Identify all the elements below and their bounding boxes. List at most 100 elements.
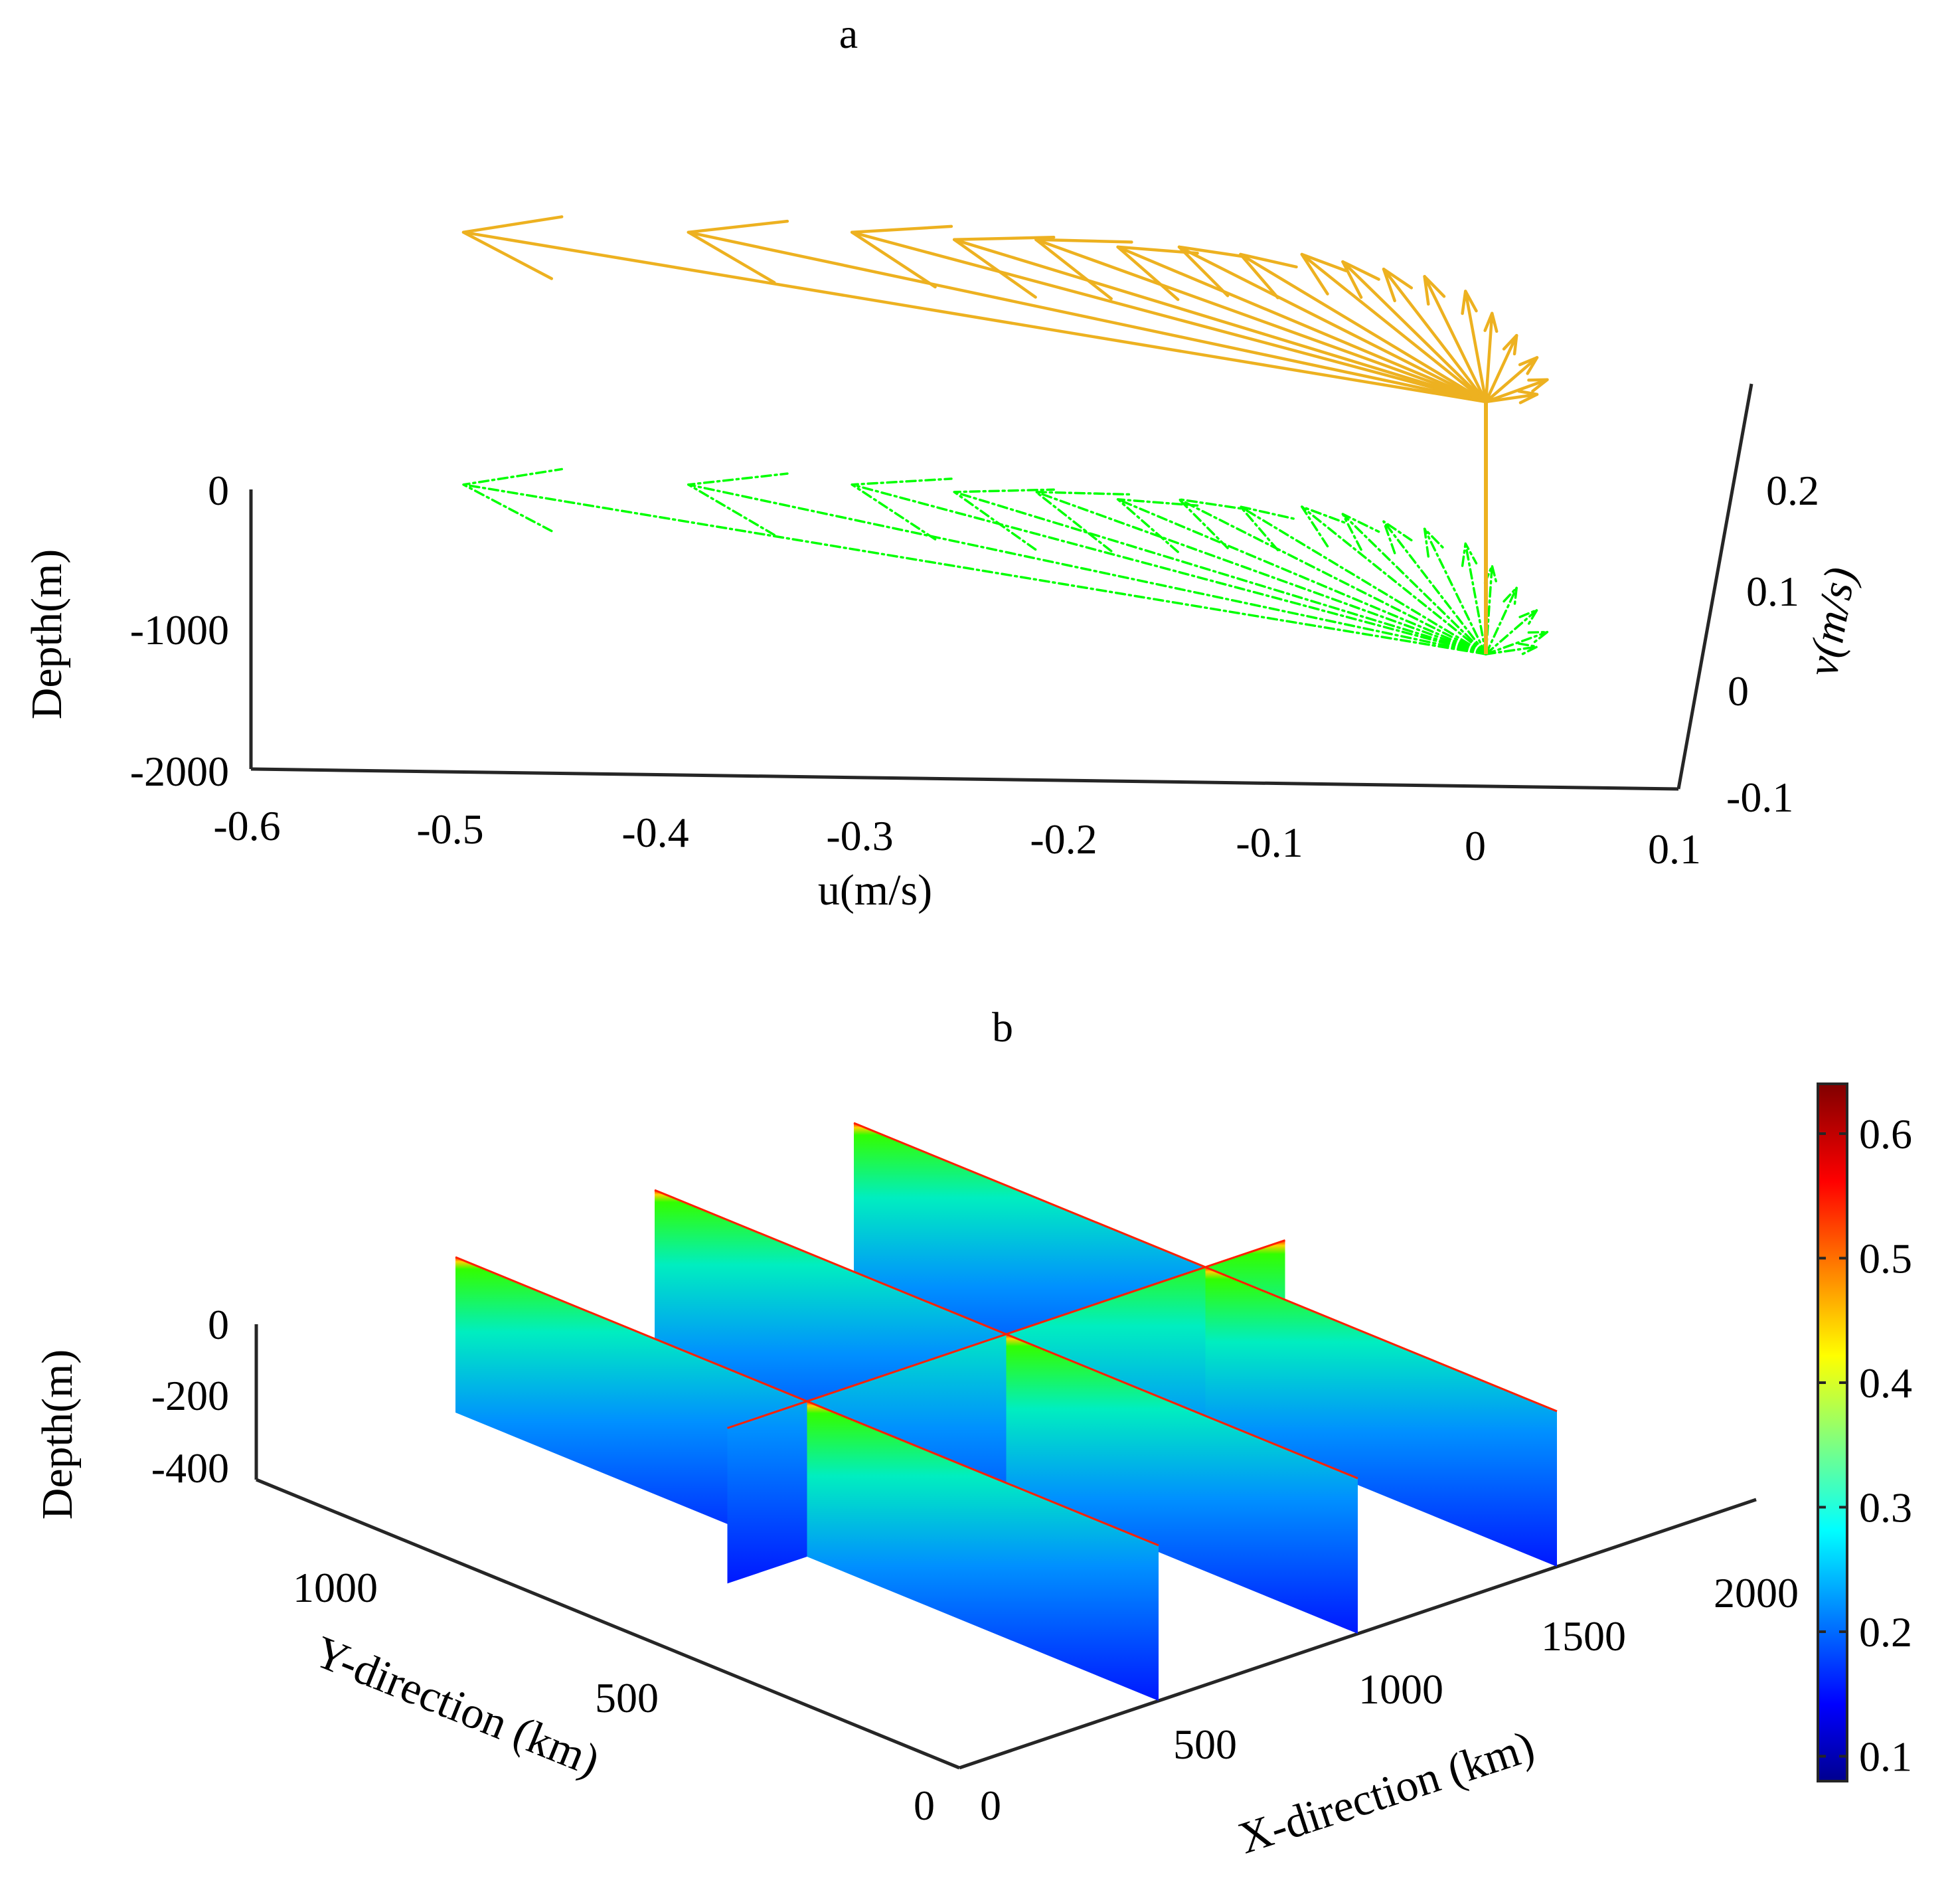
vector-arrow: [461, 215, 1488, 404]
vector-arrow: [1461, 290, 1488, 404]
panel-b-x-label: X-direction (km): [1232, 1721, 1540, 1863]
x-tick-label: 2000: [1714, 1569, 1799, 1616]
vector-arrow: [1301, 505, 1487, 655]
vector-arrow: [1239, 252, 1488, 404]
vector-arrow: [1116, 245, 1488, 404]
x-slice-front: [807, 1401, 1159, 1701]
x-slice-back: [455, 1257, 807, 1557]
vector-arrow: [850, 224, 1488, 404]
x-slice-back-top-edge: [654, 1189, 1007, 1336]
vector-arrow: [1382, 267, 1488, 404]
vector-arrow: [1423, 275, 1488, 404]
vector-arrow: [1341, 260, 1488, 404]
x-tick-label: -0.1: [1236, 819, 1303, 866]
projected-vector-series: [462, 468, 1549, 657]
panel-b-y-label: Y-direction (km): [307, 1626, 606, 1786]
panel-b-ticks: 0 -200 -400 0 500 1000 0 500 1000 1500 2…: [151, 1301, 1799, 1829]
y-tick-label: 0: [1728, 667, 1749, 715]
colorbar-tick-label: 0.3: [1859, 1484, 1912, 1531]
vector-arrow: [1034, 238, 1488, 404]
x-slice-back-top-edge: [455, 1256, 808, 1403]
z-tick-label: -400: [151, 1444, 229, 1492]
x-tick-label: -0.2: [1030, 816, 1097, 863]
vector-arrow: [1116, 498, 1487, 655]
z-tick-label: -200: [151, 1372, 229, 1419]
surface-vector-series: [461, 215, 1549, 654]
x-slice-front-top-edge: [1005, 1333, 1358, 1480]
x-tick-label: -0.3: [826, 812, 893, 859]
vector-arrow: [1177, 245, 1488, 404]
vector-arrow: [851, 477, 1487, 655]
x-tick-label: 0: [1465, 822, 1486, 869]
colorbar-tick-label: 0.4: [1859, 1359, 1912, 1407]
panel-a-x-label: u(m/s): [818, 866, 932, 914]
x-tick-label: -0.4: [621, 809, 689, 856]
vector-arrow: [1485, 642, 1538, 657]
x-tick-label: 1000: [1358, 1666, 1443, 1713]
y-tick-label: -0.1: [1726, 774, 1793, 821]
vector-arrow: [1239, 505, 1487, 655]
vector-arrow: [1485, 586, 1518, 655]
x-slice-front: [1006, 1334, 1358, 1634]
panel-b: b 0 -200 -400 0 500 1000 0 500 1000 1500…: [33, 1003, 1912, 1863]
panel-a-y-label: v(m/s): [1799, 564, 1866, 680]
vector-arrow: [687, 472, 1487, 655]
z-tick-label: 0: [208, 1301, 229, 1348]
vector-arrow: [1484, 356, 1539, 404]
panel-a: a 0 -1000 -2000 -0.6 -0.5 -0.4 -0.3 -0.2…: [23, 10, 1865, 914]
x-tick-label: -0.5: [416, 806, 483, 853]
vector-arrow: [1485, 608, 1538, 655]
vector-arrow: [1485, 630, 1549, 655]
y-tick-label: 0.1: [1746, 568, 1799, 615]
vector-arrow: [1484, 389, 1539, 404]
y-tick-label: 0.2: [1766, 467, 1819, 514]
x-slice-front-top-edge: [806, 1400, 1159, 1547]
x-tick-label: 0.1: [1648, 825, 1701, 873]
vector-arrow: [1484, 378, 1549, 404]
panel-b-z-label: Depth(m): [33, 1349, 82, 1520]
vector-arrow: [952, 235, 1488, 404]
colorbar-ticks: 0.1 0.2 0.3 0.4 0.5 0.6: [1818, 1110, 1912, 1780]
vector-arrow: [1034, 491, 1487, 655]
vector-arrow: [1300, 252, 1488, 404]
vector-arrow: [1484, 333, 1518, 404]
panel-a-x-axis-line: [250, 767, 1679, 791]
y-tick-label: 500: [595, 1674, 659, 1721]
vector-arrow: [687, 219, 1488, 404]
z-tick-label: -2000: [130, 748, 229, 795]
x-slice-front: [1205, 1267, 1557, 1567]
vector-arrow: [1178, 498, 1487, 655]
vector-arrow: [1461, 542, 1487, 655]
y-tick-label: 1000: [293, 1564, 378, 1611]
vector-arrow: [462, 468, 1487, 655]
vector-arrow: [953, 488, 1487, 655]
colorbar: 0.1 0.2 0.3 0.4 0.5 0.6: [1817, 1082, 1912, 1782]
panel-b-y-axis-line: [256, 1478, 960, 1770]
panel-a-label: a: [839, 10, 858, 57]
z-tick-label: -1000: [130, 606, 229, 653]
slice-surfaces: [455, 1122, 1558, 1701]
panel-a-y-axis-line: [1676, 383, 1753, 790]
colorbar-tick-label: 0.5: [1859, 1235, 1912, 1282]
vector-arrow: [1382, 520, 1487, 655]
z-tick-label: 0: [208, 467, 229, 514]
x-slice-front-top-edge: [1204, 1266, 1558, 1413]
colorbar-tick-label: 0.2: [1859, 1608, 1912, 1656]
x-slice-back-top-edge: [853, 1122, 1206, 1268]
vector-arrow: [1341, 513, 1487, 655]
x-tick-label: 500: [1173, 1721, 1237, 1768]
x-tick-label: -0.6: [213, 802, 280, 849]
y-tick-label: 0: [914, 1782, 935, 1829]
panel-a-ticks: 0 -1000 -2000 -0.6 -0.5 -0.4 -0.3 -0.2 -…: [130, 467, 1819, 873]
colorbar-tick-label: 0.6: [1859, 1110, 1912, 1158]
panel-a-z-label: Depth(m): [23, 549, 71, 720]
x-tick-label: 1500: [1541, 1612, 1626, 1660]
panel-b-label: b: [992, 1003, 1013, 1051]
panel-a-axes: [249, 383, 1753, 791]
vector-arrow: [1483, 311, 1499, 404]
x-tick-label: 0: [980, 1782, 1001, 1829]
colorbar-tick-label: 0.1: [1859, 1733, 1912, 1780]
colorbar-gradient: [1817, 1082, 1848, 1782]
vector-arrow: [1423, 527, 1487, 655]
